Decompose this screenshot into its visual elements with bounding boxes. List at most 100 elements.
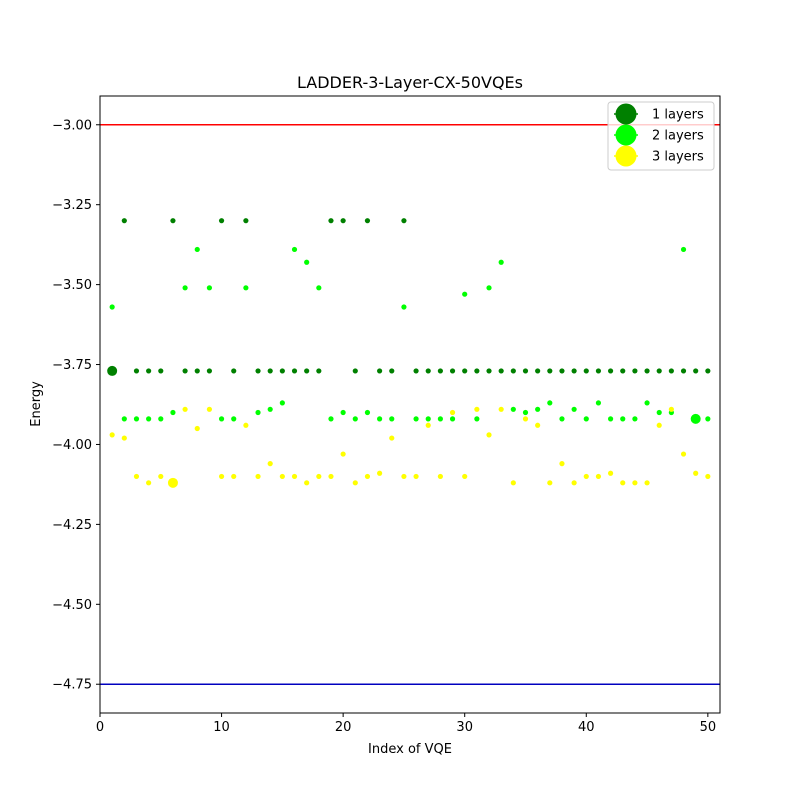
series-1-point bbox=[571, 368, 577, 374]
series-1-point bbox=[206, 368, 213, 374]
series-2-point bbox=[559, 416, 565, 422]
series-3-point bbox=[328, 473, 334, 480]
series-3-point bbox=[316, 473, 322, 480]
series-2-point bbox=[316, 285, 322, 291]
series-2-point bbox=[462, 291, 468, 297]
series-3-point bbox=[352, 480, 358, 486]
series-3-point bbox=[680, 451, 687, 457]
series-3-point bbox=[595, 473, 602, 480]
series-1-point bbox=[291, 368, 298, 374]
series-2-point bbox=[547, 400, 553, 406]
series-1-point bbox=[644, 368, 650, 374]
series-1-point bbox=[340, 218, 346, 224]
series-3-point bbox=[583, 473, 589, 480]
series-1-point bbox=[364, 218, 371, 224]
y-axis-label: Energy bbox=[29, 381, 44, 427]
series-1-point bbox=[231, 368, 237, 374]
series-3-point bbox=[486, 432, 492, 438]
legend-marker-series-2 bbox=[615, 124, 637, 146]
series-2-point bbox=[389, 416, 395, 422]
series-1-point bbox=[656, 368, 662, 374]
y-tick-label: −3.25 bbox=[52, 198, 92, 213]
series-2-point bbox=[109, 304, 115, 310]
series-2-point bbox=[243, 285, 249, 291]
y-tick-label: −4.75 bbox=[52, 678, 92, 693]
series-2-point bbox=[218, 416, 225, 422]
series-3-point bbox=[607, 470, 614, 476]
series-1-point bbox=[304, 368, 310, 374]
series-1-point bbox=[255, 368, 261, 374]
series-2-point bbox=[583, 416, 589, 422]
series-2-point bbox=[401, 304, 407, 310]
series-2-point bbox=[571, 406, 577, 412]
series-1-point bbox=[547, 368, 553, 374]
series-1-point bbox=[620, 368, 626, 374]
series-2-point bbox=[328, 416, 334, 422]
series-3-point bbox=[425, 422, 431, 428]
series-1-point bbox=[107, 365, 118, 376]
series-1-point bbox=[607, 368, 614, 374]
data-points bbox=[107, 218, 711, 488]
series-1-point bbox=[377, 368, 383, 374]
series-3-point bbox=[377, 470, 383, 476]
series-3-point bbox=[133, 473, 140, 480]
series-2-point bbox=[486, 285, 492, 291]
series-2-point bbox=[632, 416, 638, 422]
chart-title: LADDER-3-Layer-CX-50VQEs bbox=[297, 73, 523, 92]
series-1-point bbox=[583, 368, 589, 374]
series-3-point bbox=[121, 435, 127, 441]
legend-marker-series-1 bbox=[615, 103, 637, 125]
series-1-point bbox=[510, 368, 516, 374]
series-3-point bbox=[291, 473, 298, 480]
series-3-point bbox=[109, 432, 115, 438]
series-1-point bbox=[194, 368, 200, 374]
series-1-point bbox=[693, 368, 699, 374]
series-2-point bbox=[291, 246, 298, 253]
series-3-point bbox=[559, 461, 565, 467]
series-3-point bbox=[510, 480, 516, 486]
y-tick-label: −4.00 bbox=[52, 438, 92, 453]
series-3-point bbox=[644, 480, 650, 486]
x-tick-label: 10 bbox=[213, 720, 230, 735]
series-3-point bbox=[620, 480, 626, 486]
y-tick-label: −3.75 bbox=[52, 358, 92, 373]
series-3-point bbox=[705, 473, 711, 480]
series-2-point bbox=[607, 416, 614, 422]
series-3-point bbox=[231, 473, 237, 480]
y-axis-ticks: −3.00 −3.25 −3.50 −3.75 −4.00 −4.25 −4.50 −4.75 bbox=[52, 118, 100, 693]
series-3-point bbox=[437, 473, 443, 480]
legend-label-series-1: 1 layers bbox=[652, 108, 704, 123]
series-2-point bbox=[690, 413, 701, 424]
series-2-point bbox=[377, 416, 383, 422]
y-tick-label: −3.50 bbox=[52, 278, 92, 293]
series-3-point bbox=[571, 480, 577, 486]
series-1-point bbox=[218, 218, 225, 224]
series-2-point bbox=[364, 409, 371, 416]
series-2-point bbox=[680, 246, 687, 253]
series-3-point bbox=[693, 470, 699, 476]
series-2-point bbox=[158, 416, 164, 422]
x-tick-label: 40 bbox=[578, 720, 595, 735]
legend-label-series-2: 2 layers bbox=[652, 129, 704, 144]
series-3-point bbox=[547, 480, 553, 486]
series-1-point bbox=[595, 368, 602, 374]
series-2-point bbox=[437, 416, 443, 422]
series-3-point bbox=[340, 451, 346, 457]
y-tick-label: −4.25 bbox=[52, 518, 92, 533]
series-3-point bbox=[474, 406, 480, 412]
series-3-point bbox=[267, 461, 273, 467]
series-3-point bbox=[206, 406, 213, 412]
x-tick-label: 50 bbox=[700, 720, 717, 735]
series-1-point bbox=[316, 368, 322, 374]
series-3-point bbox=[255, 473, 261, 480]
series-3-point bbox=[218, 473, 225, 480]
x-tick-label: 0 bbox=[96, 720, 104, 735]
series-3-point bbox=[364, 473, 371, 480]
series-2-point bbox=[522, 409, 529, 416]
series-2-point bbox=[146, 416, 152, 422]
series-2-point bbox=[304, 259, 310, 265]
series-1-point bbox=[705, 368, 711, 374]
series-1-point bbox=[243, 218, 249, 224]
series-1-point bbox=[437, 368, 443, 374]
